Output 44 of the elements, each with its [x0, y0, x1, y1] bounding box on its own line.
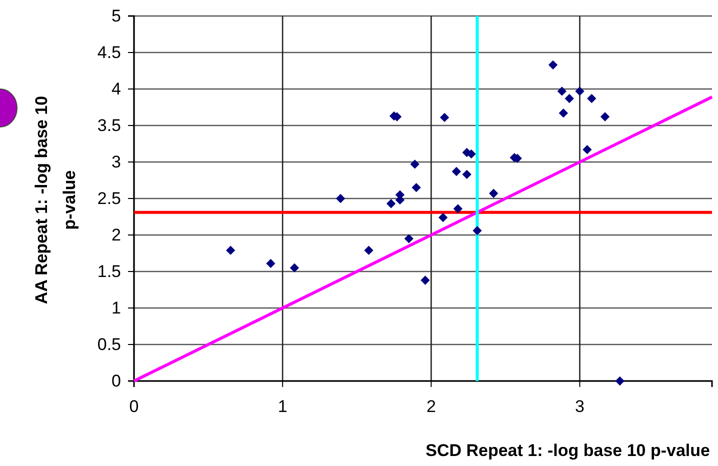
y-tick-label: 3: [112, 152, 121, 172]
y-tick-label: 1: [112, 298, 121, 318]
y-tick-label: 2: [112, 225, 121, 244]
y-tick-label: 2.5: [97, 188, 121, 208]
point: [462, 170, 472, 179]
point: [466, 149, 476, 159]
point: [452, 166, 462, 176]
y-tick-label: 5: [112, 6, 121, 26]
point: [364, 246, 374, 255]
point: [587, 94, 596, 104]
y-axis-title: AA Repeat 1: -log base 10 p-value: [32, 96, 79, 304]
point: [582, 145, 592, 154]
point: [488, 188, 498, 198]
point: [438, 212, 448, 222]
x-axis-title: SCD Repeat 1: -log base 10 p-value: [426, 441, 710, 460]
point: [600, 112, 610, 122]
point: [290, 263, 300, 272]
point: [266, 258, 276, 268]
point: [226, 246, 236, 255]
y-tick-label: 0.5: [97, 334, 121, 354]
y-tick-label: 4.5: [97, 42, 121, 62]
point: [410, 160, 420, 169]
point: [558, 108, 568, 118]
point: [336, 194, 346, 204]
x-tick-label: 0: [129, 397, 139, 416]
point: [557, 86, 567, 96]
point: [440, 112, 450, 122]
point: [575, 86, 584, 96]
point: [615, 376, 624, 386]
y-tick-label: 1.5: [97, 262, 121, 281]
point: [386, 199, 396, 208]
point: [412, 182, 421, 192]
point: [404, 234, 414, 244]
point: [564, 94, 574, 104]
point: [472, 226, 482, 236]
point: [420, 276, 430, 285]
x-tick-label: 1: [278, 397, 288, 416]
y-tick-label: 3.5: [97, 116, 121, 135]
y-tick-label: 4: [112, 79, 121, 98]
x-tick-label: 2: [426, 397, 436, 416]
point: [453, 204, 462, 214]
y-tick-label: 0: [112, 371, 121, 390]
point: [548, 60, 558, 70]
x-tick-label: 3: [575, 397, 584, 416]
